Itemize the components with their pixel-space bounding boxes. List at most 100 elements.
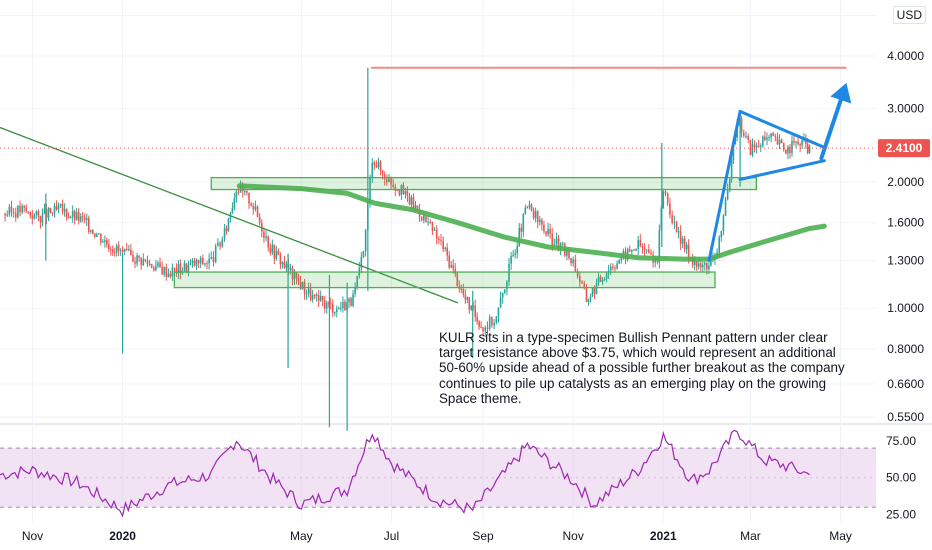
candle-body — [538, 219, 541, 223]
candle-body — [808, 146, 811, 153]
candle — [561, 241, 564, 247]
candle-body — [371, 162, 374, 179]
candle-body — [285, 263, 288, 268]
candle — [212, 251, 215, 267]
candle-body — [510, 256, 512, 264]
candle-body — [671, 214, 673, 223]
candle — [460, 284, 463, 293]
candle-body — [14, 213, 17, 218]
candle-body — [468, 297, 471, 310]
candle-body — [59, 203, 62, 207]
chart-drawings[interactable] — [0, 66, 876, 304]
candle — [510, 252, 512, 270]
candle — [165, 263, 168, 281]
candle-body — [279, 254, 282, 265]
rsi-line — [0, 429, 810, 518]
currency-label[interactable]: USD — [892, 6, 926, 24]
candle-body — [806, 143, 809, 153]
candle-body — [631, 249, 633, 252]
candle-body — [762, 136, 764, 146]
candle-body — [753, 144, 756, 148]
candle — [191, 258, 194, 268]
candle — [751, 138, 754, 157]
candle-body — [111, 249, 114, 253]
candle — [29, 211, 32, 219]
candle — [468, 297, 471, 314]
candle — [279, 252, 282, 270]
x-tick-label: 2020 — [109, 529, 136, 543]
candle — [362, 250, 365, 259]
candle-body — [536, 211, 539, 223]
candle — [641, 243, 644, 254]
candle — [14, 207, 17, 222]
candle-body — [648, 249, 650, 253]
candle — [333, 311, 336, 317]
candle-body — [650, 252, 652, 255]
candle-body — [29, 211, 32, 216]
candle-body — [61, 203, 64, 212]
candle-body — [601, 280, 604, 282]
candle — [637, 235, 639, 256]
candle-body — [45, 209, 48, 218]
x-tick-label: May — [290, 529, 313, 543]
candle — [520, 223, 523, 239]
candle — [77, 208, 80, 225]
candle — [618, 258, 620, 265]
candle — [491, 316, 493, 328]
candle — [435, 225, 438, 245]
candle — [67, 212, 70, 219]
candle-body — [275, 250, 278, 259]
candle-body — [142, 259, 145, 266]
candle — [73, 209, 76, 225]
candle-body — [383, 174, 386, 180]
candle-body — [462, 289, 465, 295]
candle-body — [144, 259, 147, 261]
candle-body — [49, 207, 52, 213]
candle-body — [233, 198, 236, 209]
candle-body — [128, 249, 130, 251]
candle-body — [799, 144, 801, 146]
candle — [111, 245, 114, 256]
candle — [8, 203, 11, 217]
candle-body — [768, 137, 770, 139]
candle-body — [102, 241, 104, 243]
candle-body — [728, 179, 731, 189]
y-tick-label: 3.0000 — [887, 101, 924, 115]
candle — [10, 200, 13, 217]
candle — [227, 217, 230, 232]
candle-body — [499, 297, 502, 308]
candle-body — [524, 207, 527, 215]
candle-body — [293, 271, 296, 280]
candle-body — [679, 231, 682, 244]
candle-body — [722, 215, 725, 231]
candle-body — [231, 208, 234, 214]
candle-body — [223, 228, 226, 240]
candle-body — [138, 255, 140, 258]
candle-body — [605, 273, 608, 280]
candle-body — [708, 265, 710, 270]
candle-body — [191, 260, 194, 264]
candle-body — [566, 249, 568, 256]
candle — [658, 224, 661, 269]
candle — [309, 282, 312, 302]
candle — [277, 248, 280, 256]
candle-body — [518, 227, 521, 247]
candle-body — [195, 259, 198, 266]
candle — [89, 229, 92, 234]
candle-body — [635, 249, 637, 251]
candle — [94, 233, 96, 239]
candle-body — [250, 203, 252, 206]
candle-body — [148, 264, 151, 266]
candle — [545, 231, 547, 237]
candle-body — [545, 231, 547, 235]
candle-body — [673, 221, 676, 223]
candle-body — [501, 293, 504, 298]
candle — [493, 319, 495, 329]
candle — [100, 233, 102, 246]
candle — [43, 203, 46, 215]
candle — [295, 271, 298, 285]
candle — [541, 218, 543, 231]
y-tick-label: 0.8000 — [887, 342, 924, 356]
candle — [446, 243, 448, 262]
